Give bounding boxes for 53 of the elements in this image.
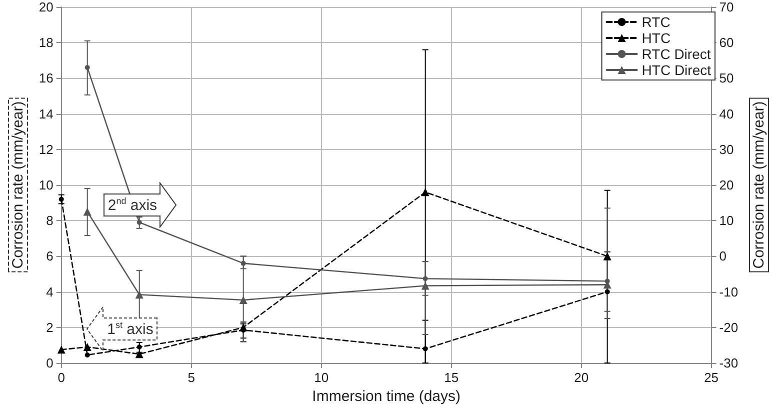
y2-tick-label: 20 <box>719 178 734 192</box>
y-tick-label: 10 <box>38 178 54 192</box>
point <box>422 276 428 282</box>
y-tick-label: 8 <box>46 213 54 228</box>
y2-tick-label: 30 <box>719 142 734 157</box>
y-tick-label: 18 <box>38 35 54 50</box>
point <box>84 65 90 70</box>
point <box>604 289 610 294</box>
legend-label: RTC <box>642 14 670 30</box>
x-tick-label: 20 <box>574 370 589 385</box>
point <box>240 260 246 266</box>
legend-label: RTC Direct <box>642 46 711 62</box>
y-tick-label: 6 <box>46 248 54 264</box>
y-tick-label: 14 <box>38 106 54 122</box>
y-tick-label: 20 <box>38 0 54 14</box>
point <box>421 188 430 196</box>
y2-tick-label: -20 <box>719 320 738 335</box>
x-tick-label: 5 <box>188 370 195 385</box>
annotation: 1$^{st}$ axis <box>107 320 154 338</box>
point <box>239 296 248 304</box>
point <box>83 208 92 216</box>
y2-tick-label: -30 <box>719 356 738 370</box>
y-axis-title: Corrosion rate (mm/year) <box>10 101 26 269</box>
y-tick-label: 16 <box>38 70 54 86</box>
x-tick-label: 10 <box>314 370 329 385</box>
point <box>422 346 428 352</box>
y2-tick-label: 10 <box>719 213 734 228</box>
y-tick-label: 0 <box>46 356 54 370</box>
point <box>136 220 142 225</box>
y-tick-label: 2 <box>46 320 54 335</box>
x-axis-title: Immersion time (days) <box>312 388 461 405</box>
y-tick-label: 4 <box>46 284 54 300</box>
point <box>83 342 92 351</box>
point <box>58 196 64 202</box>
x-tick-label: 25 <box>704 370 719 385</box>
legend-label: HTC <box>642 30 671 46</box>
y2-tick-label: 60 <box>719 35 734 50</box>
point <box>135 290 144 299</box>
point <box>136 344 142 350</box>
point <box>421 282 430 290</box>
x-tick-label: 15 <box>444 370 459 385</box>
y2-tick-label: 50 <box>719 70 734 86</box>
y-tick-label: 12 <box>38 142 54 157</box>
y2-tick-label: 40 <box>719 106 734 122</box>
y2-tick-label: -10 <box>719 284 738 300</box>
y2-axis-title: Corrosion rate (mm/year) <box>750 101 768 269</box>
point <box>84 352 90 358</box>
legend-label: HTC Direct <box>642 62 712 78</box>
point <box>57 346 66 354</box>
y2-tick-label: 70 <box>719 0 734 14</box>
y2-tick-label: 0 <box>719 248 727 264</box>
annotation: 2$^{nd}$ axis <box>108 196 158 214</box>
x-tick-label: 0 <box>58 370 65 385</box>
